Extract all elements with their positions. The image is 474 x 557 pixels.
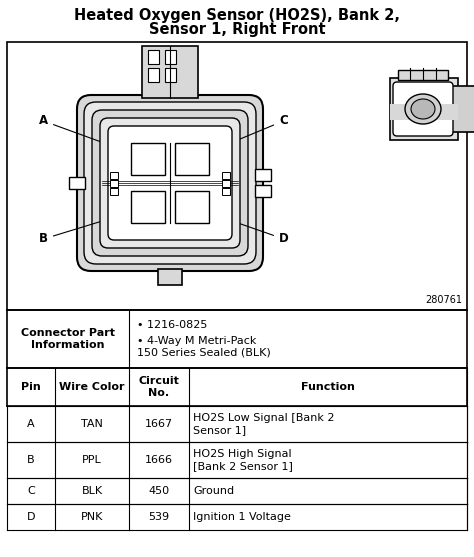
Bar xyxy=(175,143,209,175)
Bar xyxy=(7,42,467,310)
Bar xyxy=(255,185,271,197)
Bar xyxy=(175,191,209,223)
Text: Pin: Pin xyxy=(21,382,41,392)
Bar xyxy=(222,179,230,187)
Text: BLK: BLK xyxy=(82,486,102,496)
Text: D: D xyxy=(27,512,35,522)
Text: HO2S High Signal
[Bank 2 Sensor 1]: HO2S High Signal [Bank 2 Sensor 1] xyxy=(193,449,293,471)
Ellipse shape xyxy=(411,99,435,119)
Text: 280761: 280761 xyxy=(425,295,462,305)
Text: • 1216-0825: • 1216-0825 xyxy=(137,320,207,330)
Bar xyxy=(131,191,165,223)
Bar xyxy=(222,188,230,194)
Text: 1666: 1666 xyxy=(145,455,173,465)
Text: C: C xyxy=(27,486,35,496)
Text: 539: 539 xyxy=(148,512,170,522)
Bar xyxy=(255,169,271,181)
Text: Ground: Ground xyxy=(193,486,234,496)
Text: Function: Function xyxy=(301,382,355,392)
Bar xyxy=(148,50,159,64)
Bar xyxy=(398,70,448,80)
Bar xyxy=(165,68,176,82)
Text: D: D xyxy=(195,208,289,246)
Text: HO2S Low Signal [Bank 2
Sensor 1]: HO2S Low Signal [Bank 2 Sensor 1] xyxy=(193,413,335,435)
Text: Sensor 1, Right Front: Sensor 1, Right Front xyxy=(149,22,325,37)
Bar xyxy=(110,188,118,194)
Bar xyxy=(222,172,230,178)
Text: • 4-Way M Metri-Pack
150 Series Sealed (BLK): • 4-Way M Metri-Pack 150 Series Sealed (… xyxy=(137,336,271,358)
Text: A: A xyxy=(27,419,35,429)
Bar xyxy=(165,50,176,64)
Text: Heated Oxygen Sensor (HO2S), Bank 2,: Heated Oxygen Sensor (HO2S), Bank 2, xyxy=(74,8,400,23)
Text: PNK: PNK xyxy=(81,512,103,522)
FancyBboxPatch shape xyxy=(108,126,232,240)
Bar xyxy=(131,143,165,175)
Text: 450: 450 xyxy=(148,486,170,496)
Text: PPL: PPL xyxy=(82,455,102,465)
Text: B: B xyxy=(39,208,146,246)
Text: Connector Part
Information: Connector Part Information xyxy=(21,328,115,350)
FancyBboxPatch shape xyxy=(92,110,248,256)
Bar xyxy=(158,269,182,285)
Text: Circuit
No.: Circuit No. xyxy=(138,376,180,398)
Text: B: B xyxy=(27,455,35,465)
Text: Wire Color: Wire Color xyxy=(59,382,125,392)
Bar xyxy=(148,68,159,82)
Bar xyxy=(110,172,118,178)
Bar xyxy=(142,46,198,98)
FancyBboxPatch shape xyxy=(393,82,453,136)
FancyBboxPatch shape xyxy=(100,118,240,248)
Bar xyxy=(69,177,85,189)
Bar xyxy=(442,86,474,132)
Text: 1667: 1667 xyxy=(145,419,173,429)
Text: TAN: TAN xyxy=(81,419,103,429)
FancyBboxPatch shape xyxy=(84,102,256,264)
FancyBboxPatch shape xyxy=(77,95,263,271)
Text: C: C xyxy=(194,115,288,158)
Text: A: A xyxy=(39,115,146,158)
Bar xyxy=(390,78,458,140)
Bar xyxy=(390,104,458,120)
Text: Ignition 1 Voltage: Ignition 1 Voltage xyxy=(193,512,291,522)
Bar xyxy=(110,179,118,187)
Ellipse shape xyxy=(405,94,441,124)
